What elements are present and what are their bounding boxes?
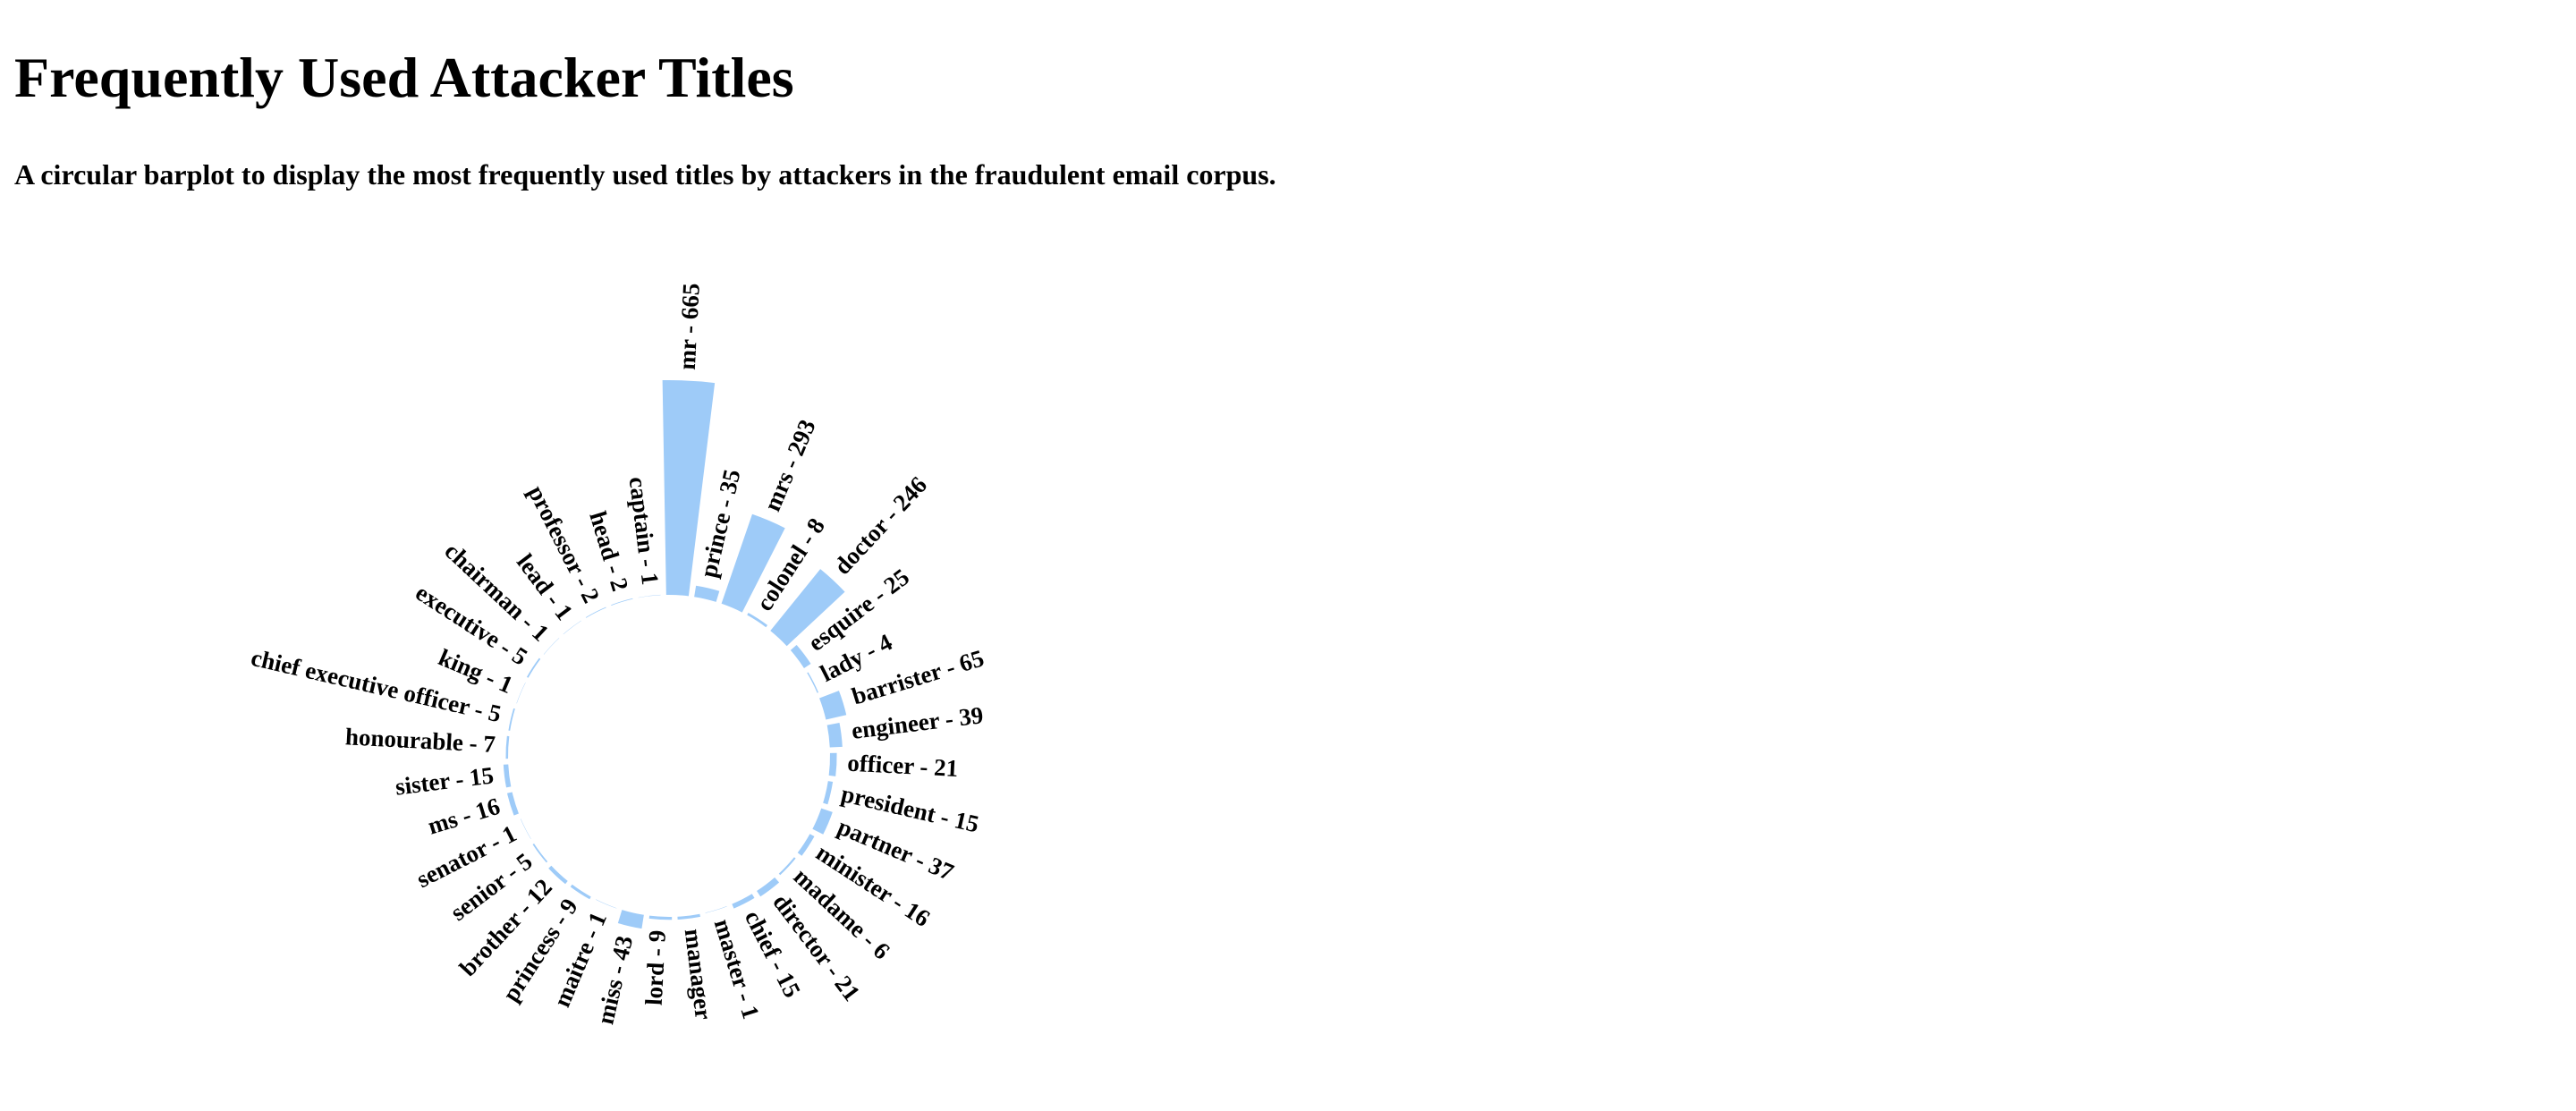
bar-label-sister: sister - 15 xyxy=(394,761,495,800)
bar-chairman xyxy=(543,638,560,655)
bar-executive xyxy=(526,657,541,678)
bar-label-captain: captain - 1 xyxy=(624,475,665,586)
bar-label-honourable: honourable - 7 xyxy=(344,723,496,758)
bar-minister xyxy=(797,834,815,856)
bar-honourable xyxy=(505,735,510,759)
bar-lady xyxy=(807,672,819,693)
bar-partner xyxy=(812,808,833,835)
bar-barrister xyxy=(819,691,847,720)
bar-manager xyxy=(677,913,700,920)
bar-captain xyxy=(638,594,661,598)
bar-engineer xyxy=(826,722,843,748)
bar-mrs xyxy=(721,513,785,613)
bar-senior xyxy=(532,844,548,863)
bar-maitre xyxy=(596,899,617,909)
bar-label-mr: mr - 665 xyxy=(674,283,705,370)
bar-label-officer: officer - 21 xyxy=(847,750,959,782)
bar-label-engineer: engineer - 39 xyxy=(850,701,985,744)
bar-colonel xyxy=(747,613,768,628)
bar-lord xyxy=(648,915,673,920)
bar-esquire xyxy=(790,644,811,668)
bar-master xyxy=(705,906,727,913)
bar-officer xyxy=(828,752,837,776)
bar-president xyxy=(823,781,834,805)
page-title: Frequently Used Attacker Titles xyxy=(14,46,794,109)
bar-label-mrs: mrs - 293 xyxy=(758,416,821,515)
bar-label-manager: manager xyxy=(680,928,717,1022)
page-subtitle: A circular barplot to display the most f… xyxy=(14,158,1276,191)
bar-miss xyxy=(617,910,644,929)
bar-label-doctor: doctor - 246 xyxy=(828,471,932,580)
bar-label-lord: lord - 9 xyxy=(640,929,671,1005)
bar-prince xyxy=(694,585,720,602)
bar-king xyxy=(516,683,526,704)
bar-senator xyxy=(520,818,531,839)
bar-mr xyxy=(662,379,716,597)
bar-madame xyxy=(778,857,796,876)
bar-chief xyxy=(732,894,755,909)
bar-professor xyxy=(585,606,606,618)
bar-sister xyxy=(503,764,512,788)
bar-chief-executive-officer xyxy=(508,708,515,731)
bar-head xyxy=(611,598,633,606)
bar-ms xyxy=(506,792,519,816)
bar-princess xyxy=(570,884,591,900)
bar-director xyxy=(757,877,780,897)
bar-brother xyxy=(548,865,568,885)
bars-layer xyxy=(503,379,847,929)
bar-doctor xyxy=(770,569,845,647)
bar-lead xyxy=(563,620,581,635)
